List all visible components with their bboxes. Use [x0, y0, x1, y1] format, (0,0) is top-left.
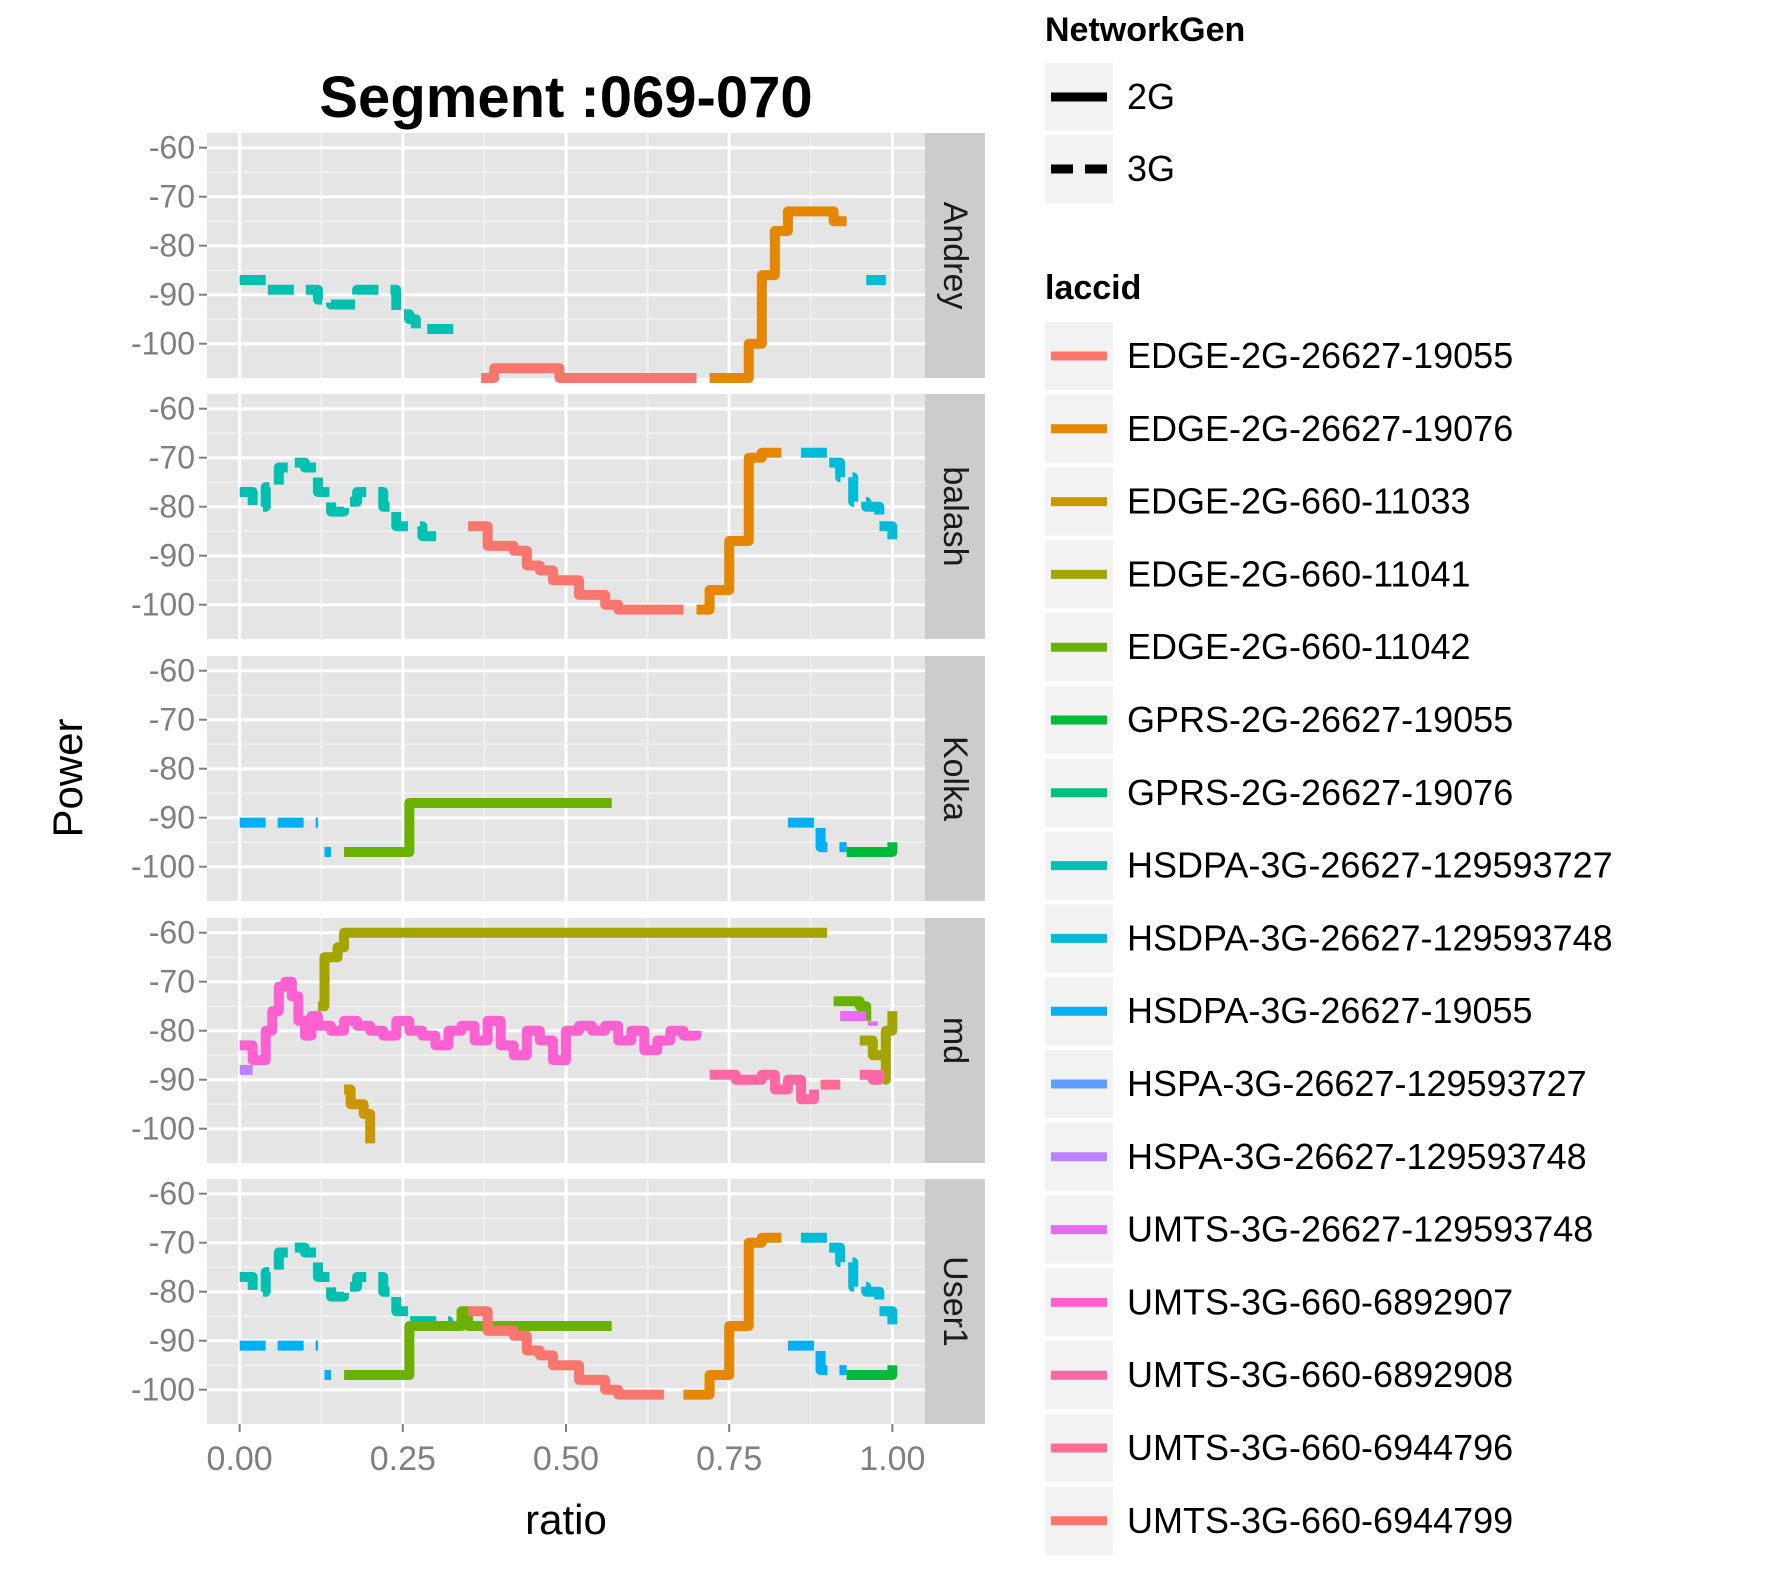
legend-label-laccid: UMTS-3G-660-6944799 — [1127, 1500, 1513, 1541]
y-tick-label: -90 — [149, 1323, 195, 1359]
series-line — [833, 996, 872, 1021]
y-tick-label: -80 — [149, 1274, 195, 1310]
series-line — [787, 1340, 847, 1376]
legend-label-laccid: UMTS-3G-26627-129593748 — [1127, 1209, 1593, 1250]
y-tick-label: -100 — [131, 587, 195, 623]
legend-label-laccid: EDGE-2G-660-11042 — [1127, 626, 1471, 667]
facet-label: Andrey — [936, 202, 974, 310]
y-tick-label: -60 — [149, 1176, 195, 1212]
legend-label-laccid: HSDPA-3G-26627-129593727 — [1127, 845, 1613, 886]
y-tick-label: -60 — [149, 391, 195, 427]
y-tick-label: -80 — [149, 228, 195, 264]
facet-label: balash — [936, 466, 974, 566]
series-line — [344, 798, 612, 857]
legend-label-networkgen: 2G — [1127, 76, 1175, 117]
y-tick-label: -90 — [149, 800, 195, 836]
legend-label-laccid: EDGE-2G-26627-19055 — [1127, 335, 1513, 376]
y-axis-title: Power — [44, 718, 91, 837]
series-line — [787, 817, 847, 853]
facet-strip — [925, 1179, 985, 1424]
series-line — [468, 521, 684, 615]
x-tick-label: 1.00 — [859, 1440, 925, 1478]
series-line — [709, 1069, 820, 1105]
x-tick-label: 0.25 — [370, 1440, 436, 1478]
facet-label: md — [936, 1017, 974, 1064]
series-line — [859, 1011, 898, 1085]
y-tick-label: -60 — [149, 653, 195, 689]
y-tick-label: -70 — [149, 440, 195, 476]
series-line — [239, 275, 456, 334]
legend-title-networkgen: NetworkGen — [1045, 11, 1245, 49]
x-tick-label: 0.75 — [696, 1440, 762, 1478]
legend-label-laccid: EDGE-2G-660-11041 — [1127, 553, 1471, 594]
series-line — [846, 842, 898, 857]
legend-label-laccid: UMTS-3G-660-6944796 — [1127, 1427, 1513, 1468]
legend-label-laccid: HSDPA-3G-26627-129593748 — [1127, 917, 1613, 958]
y-tick-label: -100 — [131, 326, 195, 362]
series-line — [696, 447, 782, 615]
facet-strip — [925, 656, 985, 901]
legend-label-laccid: GPRS-2G-26627-19076 — [1127, 772, 1513, 813]
y-tick-label: -80 — [149, 751, 195, 787]
legend-label-laccid: EDGE-2G-26627-19076 — [1127, 408, 1513, 449]
y-tick-label: -90 — [149, 277, 195, 313]
y-tick-label: -70 — [149, 964, 195, 1000]
legend-label-laccid: EDGE-2G-660-11033 — [1127, 481, 1471, 522]
series-line — [859, 1069, 885, 1085]
y-tick-label: -100 — [131, 849, 195, 885]
legend-label-laccid: UMTS-3G-660-6892908 — [1127, 1354, 1513, 1395]
y-tick-label: -60 — [149, 130, 195, 166]
series-line — [317, 927, 828, 1012]
facet-strip — [925, 918, 985, 1163]
facet-strip — [925, 133, 985, 378]
y-tick-label: -70 — [149, 179, 195, 215]
series-line — [344, 1084, 376, 1144]
legend-label-laccid: GPRS-2G-26627-19055 — [1127, 699, 1513, 740]
x-axis-title: ratio — [525, 1496, 607, 1543]
y-tick-label: -100 — [131, 1372, 195, 1408]
y-tick-label: -100 — [131, 1111, 195, 1147]
y-tick-label: -70 — [149, 1225, 195, 1261]
series-line — [239, 976, 702, 1066]
series-line — [709, 206, 847, 383]
y-tick-label: -90 — [149, 538, 195, 574]
series-line — [344, 1306, 612, 1380]
y-tick-label: -70 — [149, 702, 195, 738]
legend-label-laccid: HSPA-3G-26627-129593748 — [1127, 1136, 1587, 1177]
y-tick-label: -90 — [149, 1062, 195, 1098]
series-line — [800, 447, 898, 541]
series-line — [481, 363, 697, 383]
y-tick-label: -60 — [149, 915, 195, 951]
legend-label-networkgen: 3G — [1127, 148, 1175, 189]
x-tick-label: 0.50 — [533, 1440, 599, 1478]
chart-title: Segment :069-070 — [319, 65, 812, 130]
series-line — [683, 1232, 782, 1400]
series-line — [239, 457, 442, 542]
x-tick-label: 0.00 — [207, 1440, 273, 1478]
legend-label-laccid: HSPA-3G-26627-129593727 — [1127, 1063, 1587, 1104]
facet-strip — [925, 394, 985, 639]
facet-label: User1 — [936, 1256, 974, 1347]
legend-label-laccid: UMTS-3G-660-6892907 — [1127, 1281, 1513, 1322]
y-tick-label: -80 — [149, 489, 195, 525]
series-line — [840, 1011, 878, 1026]
y-tick-label: -80 — [149, 1013, 195, 1049]
series-line — [846, 1365, 898, 1380]
legend-label-laccid: HSDPA-3G-26627-19055 — [1127, 990, 1533, 1031]
series-line — [800, 1232, 898, 1326]
legend-title-laccid: laccid — [1045, 269, 1141, 307]
facet-label: Kolka — [936, 736, 974, 821]
series-line — [468, 1306, 664, 1400]
series-line — [239, 1242, 454, 1327]
